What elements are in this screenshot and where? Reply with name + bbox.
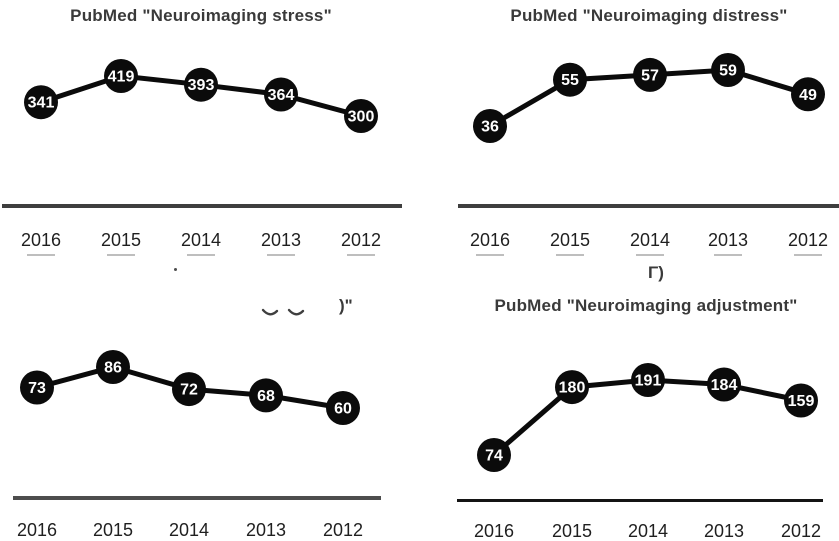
crop-artifact-dash bbox=[27, 254, 55, 256]
x-tick-label-year: 2014 bbox=[168, 520, 210, 540]
data-point-marker bbox=[24, 85, 58, 120]
x-axis-line-chart-2 bbox=[13, 496, 381, 500]
data-point-marker bbox=[633, 57, 667, 92]
x-tick-label-year: 2016 bbox=[473, 521, 515, 541]
x-tick-label-year: 2013 bbox=[703, 521, 745, 541]
descender-fragment-icon bbox=[261, 308, 279, 316]
x-tick-label-year: 2012 bbox=[340, 230, 382, 250]
chart-title-distress: PubMed "Neuroimaging distress" bbox=[510, 6, 788, 25]
data-point-value: 59 bbox=[719, 63, 737, 80]
data-point-value: 159 bbox=[788, 393, 815, 410]
data-point-value: 55 bbox=[561, 72, 579, 89]
cropped-title-end-quote: )" bbox=[339, 296, 353, 315]
data-point-marker bbox=[791, 77, 825, 112]
crop-artifact-dash bbox=[794, 254, 822, 256]
x-axis-line-chart-3 bbox=[457, 499, 823, 502]
data-point-value: 419 bbox=[108, 69, 135, 86]
chart-title-stress: PubMed "Neuroimaging stress" bbox=[70, 6, 332, 25]
x-axis-line-chart-1 bbox=[458, 204, 839, 208]
x-axis-line-chart-0 bbox=[2, 204, 402, 208]
x-tick-label-year: 2014 bbox=[180, 230, 222, 250]
x-tick-label-year: 2015 bbox=[92, 520, 134, 540]
crop-artifact-dash bbox=[187, 254, 215, 256]
data-point-marker bbox=[184, 67, 218, 102]
crop-artifact-dash bbox=[714, 254, 742, 256]
data-point-value: 60 bbox=[334, 401, 352, 418]
data-point-marker bbox=[711, 53, 745, 87]
data-point-marker bbox=[553, 62, 587, 97]
x-tick-label-year: 2012 bbox=[787, 230, 829, 250]
chart-title-adjustment: PubMed "Neuroimaging adjustment" bbox=[494, 296, 798, 315]
data-point-marker bbox=[264, 77, 298, 112]
data-point-marker bbox=[96, 350, 130, 384]
cropped-section-marker: Γ) bbox=[648, 263, 664, 282]
x-tick-label-year: 2013 bbox=[245, 520, 287, 540]
data-point-value: 191 bbox=[635, 373, 662, 390]
data-point-value: 57 bbox=[641, 67, 659, 84]
data-point-value: 74 bbox=[485, 448, 503, 465]
data-point-value: 68 bbox=[257, 388, 275, 405]
crop-artifact-dash bbox=[347, 254, 375, 256]
data-point-value: 300 bbox=[348, 109, 375, 126]
data-point-marker bbox=[555, 370, 589, 405]
data-point-marker bbox=[249, 378, 283, 413]
data-point-marker bbox=[104, 59, 138, 93]
data-point-value: 73 bbox=[28, 380, 46, 397]
x-tick-label-year: 2013 bbox=[707, 230, 749, 250]
x-tick-label-year: 2016 bbox=[20, 230, 62, 250]
stray-dot-fragment bbox=[174, 268, 177, 271]
data-point-value: 72 bbox=[180, 382, 198, 399]
crop-artifact-dash bbox=[636, 254, 664, 256]
data-point-value: 364 bbox=[268, 87, 295, 104]
data-point-value: 393 bbox=[188, 77, 215, 94]
x-tick-label-year: 2015 bbox=[551, 521, 593, 541]
data-point-marker bbox=[172, 372, 206, 407]
data-point-marker bbox=[631, 363, 665, 397]
data-point-marker bbox=[326, 391, 360, 425]
data-point-value: 36 bbox=[481, 119, 499, 136]
data-point-value: 49 bbox=[799, 87, 817, 104]
data-point-marker bbox=[344, 99, 378, 133]
x-tick-label-year: 2015 bbox=[100, 230, 142, 250]
x-tick-label-year: 2016 bbox=[16, 520, 58, 540]
data-point-value: 86 bbox=[104, 360, 122, 377]
data-point-marker bbox=[473, 109, 507, 143]
descender-fragment-icon bbox=[287, 308, 305, 316]
x-tick-label-year: 2012 bbox=[322, 520, 364, 540]
x-tick-label-year: 2013 bbox=[260, 230, 302, 250]
data-point-marker bbox=[707, 367, 741, 402]
crop-artifact-dash bbox=[556, 254, 584, 256]
data-point-marker bbox=[477, 438, 511, 472]
data-point-value: 180 bbox=[559, 380, 586, 397]
x-tick-label-year: 2012 bbox=[780, 521, 822, 541]
x-tick-label-year: 2014 bbox=[627, 521, 669, 541]
data-point-value: 184 bbox=[711, 377, 738, 394]
x-tick-label-year: 2016 bbox=[469, 230, 511, 250]
crop-artifact-dash bbox=[476, 254, 504, 256]
x-tick-label-year: 2015 bbox=[549, 230, 591, 250]
x-tick-label-year: 2014 bbox=[629, 230, 671, 250]
data-point-marker bbox=[784, 383, 818, 418]
crop-artifact-dash bbox=[107, 254, 135, 256]
data-point-value: 341 bbox=[28, 95, 55, 112]
crop-artifact-dash bbox=[267, 254, 295, 256]
data-point-marker bbox=[20, 370, 54, 405]
